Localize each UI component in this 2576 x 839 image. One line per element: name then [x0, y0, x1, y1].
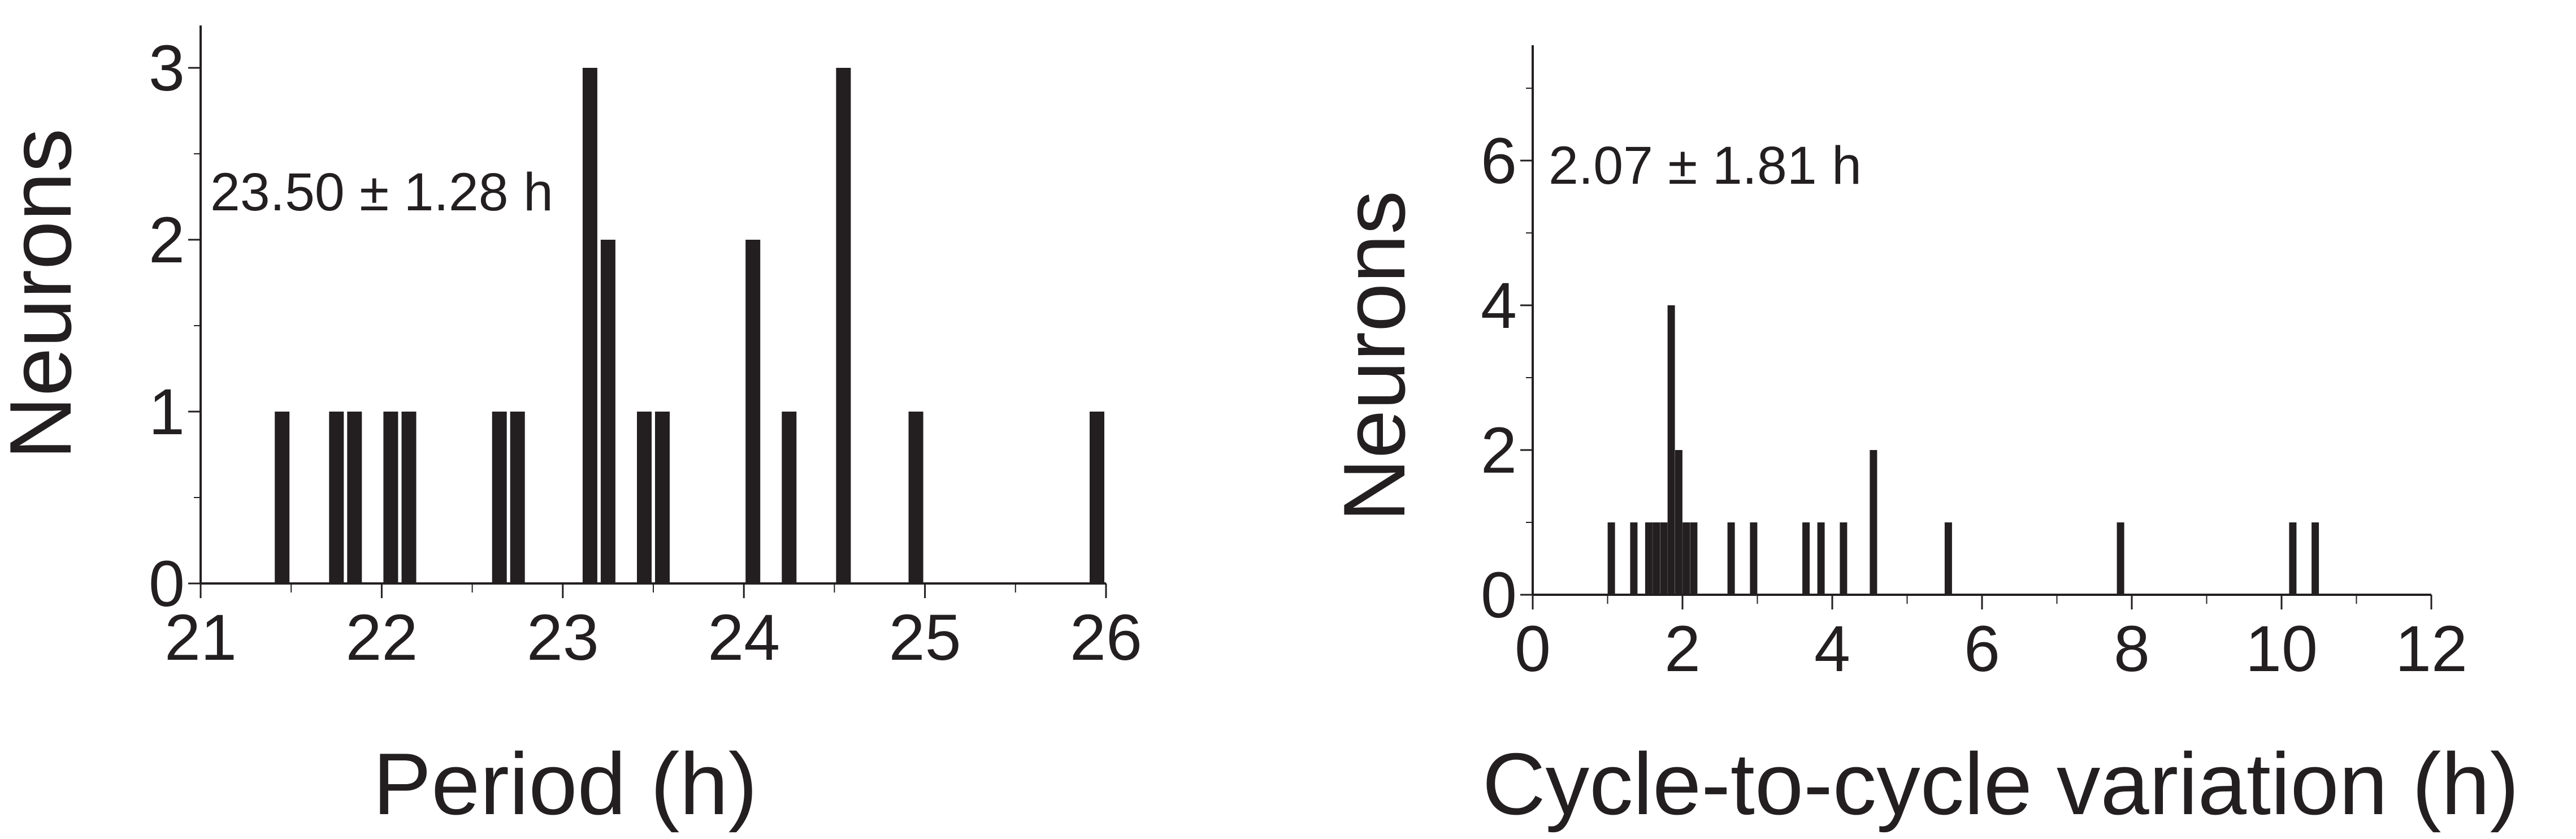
period-x-tick-label: 25: [889, 602, 961, 674]
variation-bar: [1802, 522, 1810, 595]
variation-y-tick-label: 0: [1481, 559, 1517, 632]
period-axes: [188, 25, 1107, 598]
variation-bar: [1690, 522, 1698, 595]
period-bar: [782, 412, 797, 583]
period-y-tick-label: 0: [149, 548, 185, 620]
variation-mean-annotation: 2.07 ± 1.81 h: [1549, 136, 1862, 196]
period-x-tick-labels: 21 22 23 24 25 26: [164, 602, 1142, 674]
period-y-tick-label: 3: [149, 32, 185, 105]
variation-bar: [1630, 522, 1638, 595]
variation-bar: [1817, 522, 1825, 595]
variation-bar: [2312, 522, 2319, 595]
period-bar: [637, 412, 652, 583]
period-y-tick-label: 2: [149, 204, 185, 276]
variation-bar: [1667, 305, 1675, 595]
variation-x-tick-label: 4: [1814, 613, 1850, 685]
period-bar: [510, 412, 525, 583]
period-bar: [655, 412, 670, 583]
variation-bar: [1870, 450, 1877, 595]
period-x-tick-label: 26: [1070, 602, 1142, 674]
period-mean-annotation: 23.50 ± 1.28 h: [210, 162, 553, 222]
variation-bars: [1607, 305, 2319, 595]
variation-bar: [1727, 522, 1735, 595]
period-y-tick-labels: 0 1 2 3: [149, 32, 185, 620]
variation-x-tick-labels: 0 2 4 6 8 10 12: [1515, 613, 2467, 685]
period-bar: [492, 412, 507, 583]
variation-bar: [1944, 522, 1952, 595]
variation-bar: [1645, 522, 1653, 595]
variation-y-axis-title: Neurons: [1325, 191, 1423, 522]
period-bar: [1090, 412, 1104, 583]
variation-bar: [1840, 522, 1848, 595]
variation-x-tick-label: 2: [1664, 613, 1701, 685]
variation-axes: [1520, 45, 2432, 609]
variation-bar: [1682, 522, 1690, 595]
variation-x-tick-label: 6: [1964, 613, 2000, 685]
variation-bar: [1675, 450, 1682, 595]
variation-bar: [1750, 522, 1758, 595]
variation-bar: [2117, 522, 2124, 595]
period-x-tick-label: 24: [708, 602, 780, 674]
period-bar: [600, 240, 615, 583]
period-bar: [908, 412, 923, 583]
variation-histogram: 0 2 4 6 8 10 12 0 2 4 6 Cycle-to-cycle variation …: [1325, 45, 2519, 833]
variation-y-tick-label: 4: [1481, 270, 1517, 342]
period-x-tick-label: 21: [164, 602, 237, 674]
period-x-axis-title: Period (h): [373, 735, 758, 833]
variation-bar: [1660, 522, 1668, 595]
variation-x-tick-label: 0: [1515, 613, 1551, 685]
period-bar: [383, 412, 398, 583]
variation-x-tick-label: 12: [2395, 613, 2467, 685]
period-bar: [347, 412, 362, 583]
variation-bar: [2289, 522, 2297, 595]
variation-x-axis-title: Cycle-to-cycle variation (h): [1482, 735, 2519, 833]
period-bar: [275, 412, 290, 583]
variation-bar: [1607, 522, 1615, 595]
period-bar: [401, 412, 417, 583]
variation-y-tick-labels: 0 2 4 6: [1481, 125, 1517, 632]
period-bar: [329, 412, 344, 583]
period-bar: [582, 68, 597, 583]
variation-x-tick-label: 10: [2245, 613, 2318, 685]
period-x-tick-label: 23: [527, 602, 599, 674]
period-y-tick-label: 1: [149, 376, 185, 448]
period-y-axis-title: Neurons: [0, 128, 89, 460]
variation-bar: [1653, 522, 1660, 595]
period-x-tick-label: 22: [345, 602, 418, 674]
period-bar: [836, 68, 851, 583]
variation-y-tick-label: 2: [1481, 414, 1517, 487]
period-bar: [745, 240, 761, 583]
variation-y-tick-label: 6: [1481, 125, 1517, 197]
period-bars: [275, 68, 1104, 583]
variation-x-tick-label: 8: [2114, 613, 2150, 685]
